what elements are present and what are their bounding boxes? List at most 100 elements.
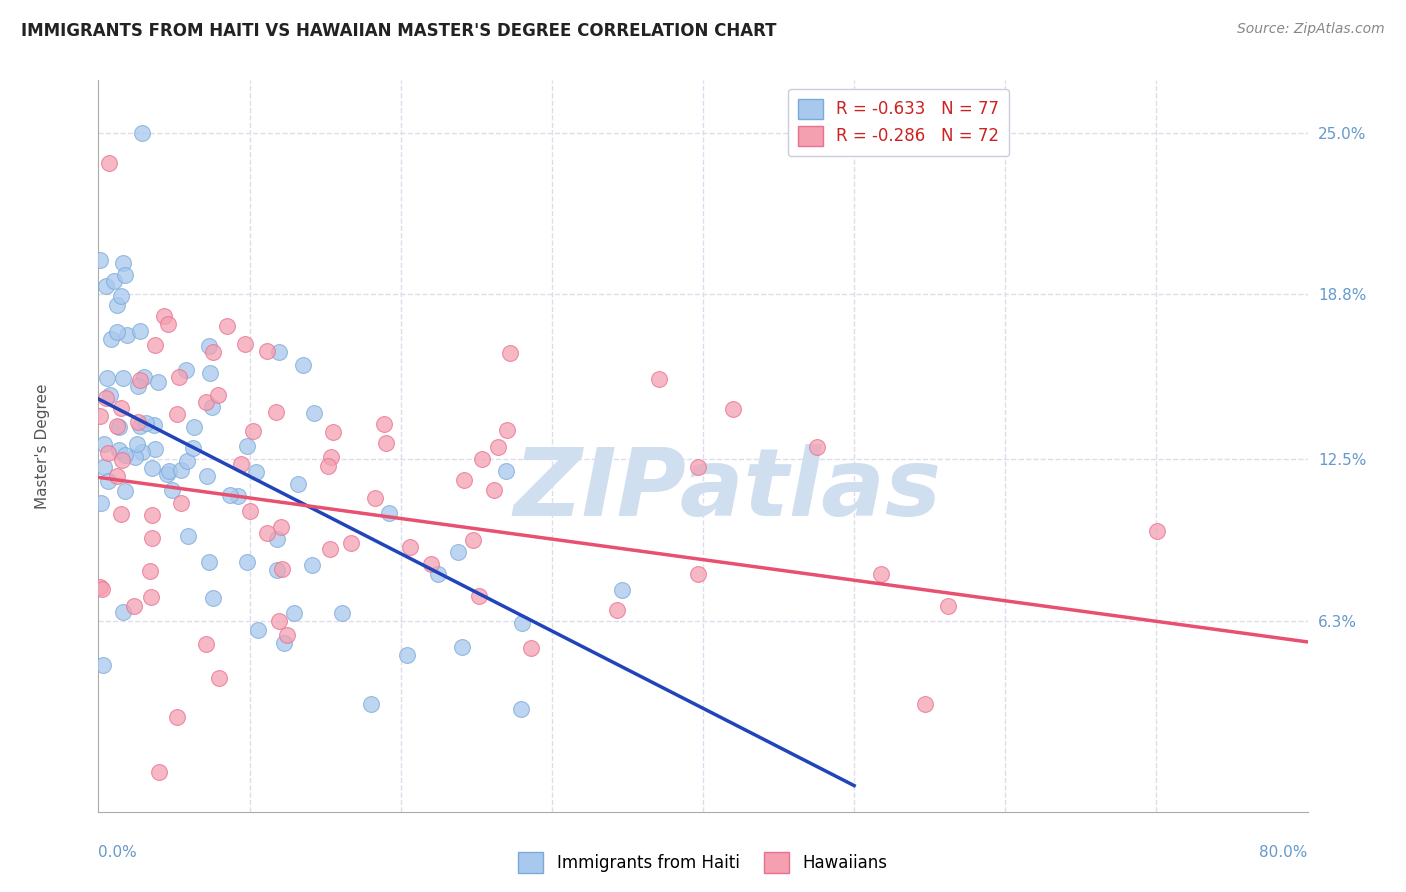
- Point: [157, 464, 180, 478]
- Point: [89, 253, 111, 268]
- Point: [132, 370, 155, 384]
- Point: [377, 506, 399, 520]
- Point: [135, 416, 157, 430]
- Point: [176, 454, 198, 468]
- Point: [91, 582, 114, 597]
- Point: [148, 765, 170, 780]
- Point: [105, 469, 128, 483]
- Point: [89, 409, 111, 423]
- Point: [114, 484, 136, 499]
- Point: [170, 463, 193, 477]
- Point: [612, 583, 634, 598]
- Point: [273, 635, 295, 649]
- Point: [105, 298, 128, 312]
- Point: [110, 508, 132, 522]
- Point: [606, 603, 628, 617]
- Point: [301, 558, 323, 573]
- Text: Source: ZipAtlas.com: Source: ZipAtlas.com: [1237, 22, 1385, 37]
- Point: [509, 701, 531, 715]
- Point: [200, 400, 222, 414]
- Point: [420, 557, 443, 571]
- Text: IMMIGRANTS FROM HAITI VS HAWAIIAN MASTER'S DEGREE CORRELATION CHART: IMMIGRANTS FROM HAITI VS HAWAIIAN MASTER…: [21, 22, 776, 40]
- Point: [364, 491, 387, 505]
- Y-axis label: Master's Degree: Master's Degree: [35, 384, 51, 508]
- Point: [122, 599, 145, 614]
- Point: [374, 436, 396, 450]
- Point: [239, 504, 262, 518]
- Point: [269, 614, 291, 628]
- Point: [340, 535, 363, 549]
- Point: [936, 599, 959, 613]
- Point: [198, 366, 221, 380]
- Point: [89, 581, 111, 595]
- Point: [96, 370, 118, 384]
- Point: [153, 309, 176, 323]
- Point: [266, 563, 288, 577]
- Point: [453, 473, 475, 487]
- Point: [468, 589, 491, 603]
- Point: [125, 437, 148, 451]
- Point: [166, 710, 188, 724]
- Point: [398, 541, 420, 555]
- Point: [256, 525, 278, 540]
- Point: [267, 345, 290, 359]
- Point: [90, 496, 112, 510]
- Point: [108, 420, 131, 434]
- Point: [266, 533, 288, 547]
- Point: [111, 256, 134, 270]
- Point: [177, 529, 200, 543]
- Point: [131, 445, 153, 459]
- Point: [287, 476, 309, 491]
- Point: [264, 405, 287, 419]
- Legend: Immigrants from Haiti, Hawaiians: Immigrants from Haiti, Hawaiians: [512, 846, 894, 880]
- Point: [141, 508, 163, 523]
- Point: [256, 343, 278, 358]
- Point: [114, 449, 136, 463]
- Point: [207, 388, 229, 402]
- Point: [451, 640, 474, 654]
- Point: [330, 606, 353, 620]
- Point: [195, 468, 218, 483]
- Point: [198, 339, 221, 353]
- Point: [242, 424, 264, 438]
- Point: [218, 488, 240, 502]
- Text: 0.0%: 0.0%: [98, 845, 138, 860]
- Point: [270, 562, 292, 576]
- Point: [806, 441, 828, 455]
- Point: [316, 458, 339, 473]
- Point: [143, 338, 166, 352]
- Point: [215, 318, 238, 333]
- Point: [97, 446, 120, 460]
- Point: [226, 489, 249, 503]
- Point: [270, 520, 292, 534]
- Point: [110, 401, 132, 416]
- Point: [166, 407, 188, 421]
- Point: [117, 327, 139, 342]
- Point: [194, 395, 217, 409]
- Point: [98, 387, 121, 401]
- Point: [143, 442, 166, 456]
- Point: [201, 591, 224, 606]
- Point: [127, 378, 149, 392]
- Point: [499, 346, 522, 360]
- Point: [461, 533, 484, 547]
- Point: [127, 415, 149, 429]
- Point: [194, 637, 217, 651]
- Point: [156, 317, 179, 331]
- Point: [139, 590, 162, 604]
- Point: [686, 460, 709, 475]
- Point: [276, 627, 298, 641]
- Point: [471, 452, 494, 467]
- Point: [129, 419, 152, 434]
- Point: [201, 344, 224, 359]
- Legend: R = -0.633   N = 77, R = -0.286   N = 72: R = -0.633 N = 77, R = -0.286 N = 72: [787, 88, 1010, 156]
- Text: 80.0%: 80.0%: [1260, 845, 1308, 860]
- Point: [229, 458, 252, 472]
- Point: [91, 657, 114, 672]
- Point: [519, 641, 541, 656]
- Point: [291, 359, 314, 373]
- Point: [914, 697, 936, 711]
- Point: [94, 391, 117, 405]
- Text: ZIPatlas: ZIPatlas: [513, 444, 941, 536]
- Point: [129, 373, 152, 387]
